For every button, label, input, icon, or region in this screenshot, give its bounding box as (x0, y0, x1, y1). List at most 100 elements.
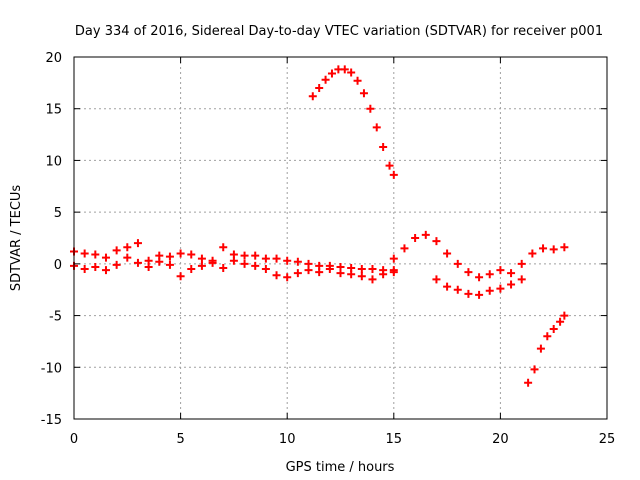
data-point (197, 261, 206, 270)
series-track-b (70, 253, 398, 284)
x-tick-label: 15 (386, 432, 403, 447)
data-point (123, 243, 132, 252)
data-point (272, 254, 281, 263)
data-point (133, 239, 142, 248)
data-point (261, 265, 270, 274)
data-point (91, 262, 100, 271)
data-point (496, 284, 505, 293)
data-point (101, 266, 110, 275)
data-point (453, 285, 462, 294)
data-point (144, 262, 153, 271)
data-point (308, 92, 317, 101)
data-point (219, 243, 228, 252)
data-point (80, 249, 89, 258)
data-point (261, 254, 270, 263)
data-point (389, 268, 398, 277)
y-tick-label: 15 (45, 103, 62, 118)
data-point (549, 245, 558, 254)
data-point (251, 251, 260, 260)
data-point (353, 76, 362, 85)
data-point (379, 270, 388, 279)
x-tick-label: 20 (492, 432, 509, 447)
data-point (91, 250, 100, 259)
data-point (368, 275, 377, 284)
data-point (453, 259, 462, 268)
data-point (517, 259, 526, 268)
data-point (536, 344, 545, 353)
data-point (359, 89, 368, 98)
data-point (389, 254, 398, 263)
data-point (315, 268, 324, 277)
data-point (165, 260, 174, 269)
data-point (549, 325, 558, 334)
data-point (372, 123, 381, 132)
plot-frame (73, 56, 608, 420)
data-point (80, 265, 89, 274)
data-point (560, 243, 569, 252)
data-point (283, 256, 292, 265)
x-tick-label: 0 (70, 432, 78, 447)
data-point (443, 282, 452, 291)
data-point (368, 265, 377, 274)
y-axis-title: SDTVAR / TECUs (9, 185, 24, 292)
data-point (464, 268, 473, 277)
y-tick-label: 0 (54, 258, 62, 273)
data-point (475, 290, 484, 299)
data-point (229, 256, 238, 265)
data-point (197, 254, 206, 263)
data-point (155, 257, 164, 266)
x-axis-title: GPS time / hours (286, 460, 395, 475)
data-point (517, 275, 526, 284)
data-point (539, 244, 548, 253)
data-layer (70, 65, 569, 387)
data-point (400, 244, 409, 253)
data-point (530, 365, 539, 374)
data-point (385, 161, 394, 170)
data-point (112, 260, 121, 269)
data-point (304, 266, 313, 275)
data-point (101, 253, 110, 262)
y-tick-label: 10 (45, 154, 62, 169)
data-point (112, 246, 121, 255)
y-tick-label: 5 (54, 206, 62, 221)
data-point (485, 270, 494, 279)
y-tick-label: -15 (41, 413, 62, 428)
data-point (347, 68, 356, 77)
data-point (240, 251, 249, 260)
chart-title: Day 334 of 2016, Sidereal Day-to-day VTE… (75, 24, 603, 39)
series-track-e (308, 65, 398, 179)
data-point (485, 286, 494, 295)
data-point (432, 275, 441, 284)
data-point (293, 269, 302, 278)
data-point (507, 280, 516, 289)
data-point (187, 250, 196, 259)
data-point (411, 234, 420, 242)
data-point (208, 258, 217, 267)
data-point (496, 266, 505, 275)
data-point (347, 270, 356, 279)
data-point (475, 273, 484, 282)
data-point (321, 75, 330, 84)
data-point (272, 271, 281, 280)
data-point (293, 257, 302, 266)
ticks: 0 5 10 15 20 25 -15 -10 -5 0 5 10 15 20 (41, 51, 616, 447)
data-point (357, 272, 366, 281)
data-point (187, 265, 196, 274)
data-point (283, 273, 292, 282)
data-point (379, 142, 388, 151)
data-point (528, 249, 537, 258)
data-point (340, 65, 349, 74)
data-point (556, 317, 565, 326)
data-point (464, 289, 473, 298)
series-track-c (389, 230, 569, 282)
series-track-d (432, 275, 526, 299)
data-point (524, 378, 533, 387)
y-tick-label: 20 (45, 51, 62, 66)
y-tick-label: -10 (41, 361, 62, 376)
data-point (560, 311, 569, 320)
data-point (251, 261, 260, 270)
data-point (240, 259, 249, 268)
x-tick-label: 10 (279, 432, 296, 447)
